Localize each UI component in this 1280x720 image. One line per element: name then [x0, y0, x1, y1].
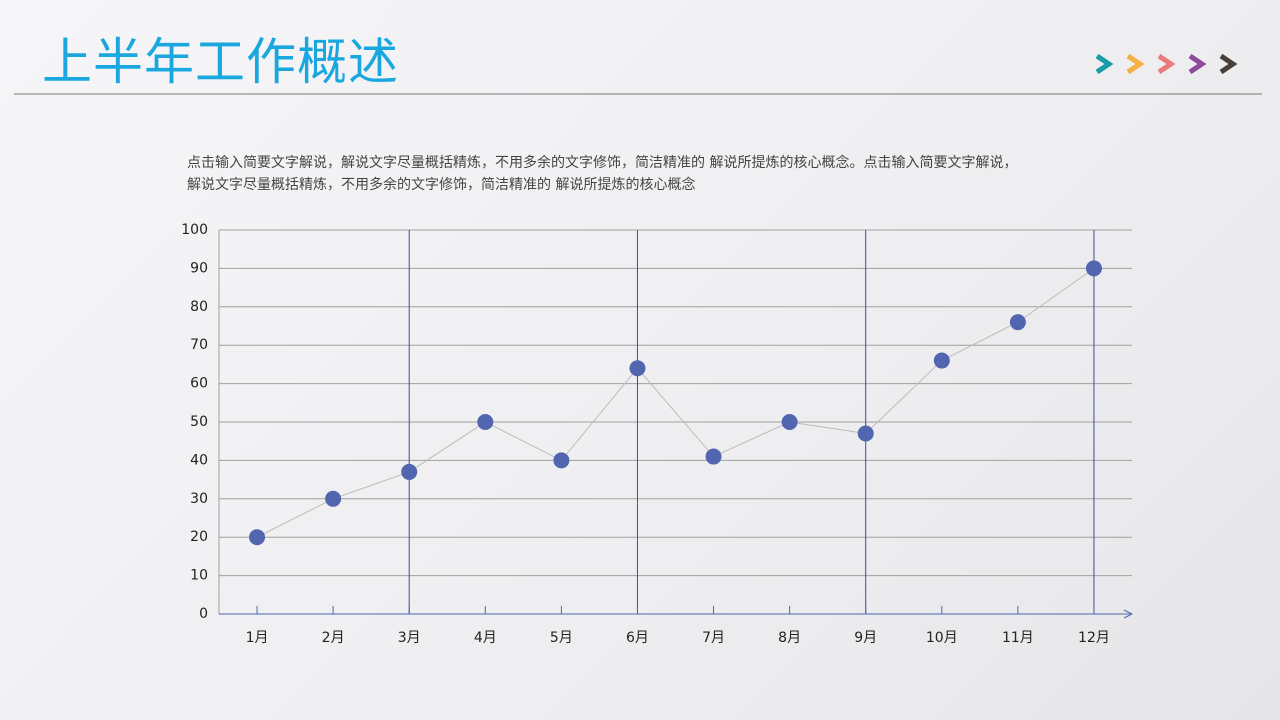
x-tick-label: 6月	[626, 630, 649, 646]
data-point	[857, 425, 874, 442]
data-point	[933, 352, 950, 369]
y-tick-label: 70	[190, 337, 208, 353]
x-tick-label: 11月	[1002, 630, 1034, 646]
x-tick-label: 3月	[398, 630, 421, 646]
x-tick-label: 5月	[550, 630, 573, 646]
y-tick-label: 100	[181, 222, 208, 238]
chevron	[1126, 53, 1145, 75]
slide-title: 上半年工作概述	[42, 33, 399, 91]
x-tick-label: 4月	[474, 630, 497, 646]
data-point	[553, 452, 570, 469]
data-point	[477, 414, 494, 430]
chevron	[1188, 53, 1207, 75]
y-tick-label: 30	[190, 491, 208, 507]
description-line: 解说文字尽量概括精炼，不用多余的文字修饰，简洁精准的 解说所提炼的核心概念	[187, 177, 696, 193]
y-tick-label: 0	[199, 606, 208, 622]
description: 点击输入简要文字解说，解说文字尽量概括精炼，不用多余的文字修饰，简洁精准的 解说…	[187, 152, 1017, 196]
data-point	[325, 490, 342, 507]
data-point	[401, 463, 418, 480]
data-line	[256, 267, 1095, 538]
data-point	[629, 360, 646, 377]
chevrons	[1095, 53, 1238, 75]
y-tick-label: 50	[190, 414, 208, 430]
y-tick-label: 10	[190, 568, 208, 584]
x-tick-label: 1月	[246, 630, 269, 646]
data-point	[1009, 314, 1026, 331]
x-tick-label: 2月	[322, 630, 345, 646]
y-tick-label: 60	[190, 376, 208, 392]
data-point	[781, 414, 798, 430]
chevron	[1095, 53, 1114, 75]
data-point	[249, 529, 266, 546]
y-tick-label: 20	[190, 529, 208, 545]
x-tick-label: 12月	[1078, 630, 1110, 646]
data-point	[705, 448, 722, 465]
y-tick-label: 90	[190, 260, 208, 276]
data-point	[1085, 260, 1102, 277]
chevron	[1219, 53, 1238, 75]
x-tick-label: 8月	[778, 630, 801, 646]
chevron	[1157, 53, 1176, 75]
y-tick-label: 80	[190, 299, 208, 315]
x-axis-arrow	[1123, 609, 1134, 619]
description-line: 点击输入简要文字解说，解说文字尽量概括精炼，不用多余的文字修饰，简洁精准的 解说…	[187, 155, 1018, 171]
x-tick-label: 10月	[926, 630, 958, 646]
y-tick-label: 40	[190, 452, 208, 468]
x-tick-label: 7月	[702, 630, 725, 646]
x-tick-label: 9月	[854, 630, 877, 646]
